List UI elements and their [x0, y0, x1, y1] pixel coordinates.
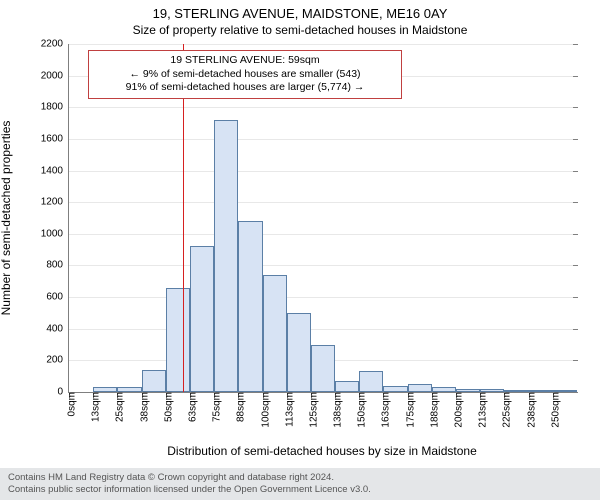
annotation-box: 19 STERLING AVENUE: 59sqm← 9% of semi-de…	[88, 50, 402, 99]
x-tick-label: 50sqm	[157, 392, 174, 422]
histogram-bar	[359, 371, 383, 392]
x-tick-label: 138sqm	[327, 392, 344, 428]
y-tick-mark	[573, 360, 578, 361]
y-axis-label: Number of semi-detached properties	[0, 121, 13, 316]
histogram-bar	[311, 345, 335, 392]
x-tick-label: 25sqm	[109, 392, 126, 422]
annotation-line: 19 STERLING AVENUE: 59sqm	[95, 54, 395, 68]
x-tick-label: 225sqm	[496, 392, 513, 428]
x-tick-label: 75sqm	[206, 392, 223, 422]
grid-line	[69, 107, 577, 108]
x-tick-label: 100sqm	[254, 392, 271, 428]
x-tick-label: 188sqm	[423, 392, 440, 428]
y-tick-label: 200	[46, 355, 69, 366]
x-tick-label: 113sqm	[278, 392, 295, 427]
y-tick-mark	[573, 265, 578, 266]
y-tick-label: 1000	[41, 228, 69, 239]
histogram-bar	[287, 313, 311, 392]
grid-line	[69, 265, 577, 266]
y-tick-mark	[573, 297, 578, 298]
chart-container: 19, STERLING AVENUE, MAIDSTONE, ME16 0AY…	[0, 0, 600, 500]
grid-line	[69, 202, 577, 203]
x-tick-label: 88sqm	[230, 392, 247, 422]
y-tick-label: 1400	[41, 165, 69, 176]
x-tick-label: 238sqm	[520, 392, 537, 428]
y-tick-mark	[573, 76, 578, 77]
histogram-bar	[142, 370, 166, 392]
y-tick-mark	[573, 139, 578, 140]
y-tick-label: 800	[46, 260, 69, 271]
y-tick-label: 600	[46, 292, 69, 303]
x-tick-label: 175sqm	[399, 392, 416, 428]
y-tick-mark	[573, 234, 578, 235]
y-tick-mark	[573, 202, 578, 203]
y-tick-mark	[573, 329, 578, 330]
chart-footer: Contains HM Land Registry data © Crown c…	[0, 468, 600, 500]
histogram-bar	[166, 288, 190, 392]
annotation-line: ← 9% of semi-detached houses are smaller…	[95, 68, 395, 82]
chart-subtitle: Size of property relative to semi-detach…	[0, 21, 600, 37]
x-tick-label: 0sqm	[61, 392, 78, 416]
grid-line	[69, 297, 577, 298]
y-tick-mark	[573, 107, 578, 108]
x-tick-label: 63sqm	[181, 392, 198, 422]
footer-line-2: Contains public sector information licen…	[8, 484, 592, 496]
y-tick-label: 1800	[41, 102, 69, 113]
y-tick-label: 400	[46, 323, 69, 334]
y-tick-label: 1200	[41, 197, 69, 208]
x-tick-label: 213sqm	[472, 392, 489, 428]
histogram-bar	[214, 120, 238, 392]
y-tick-mark	[573, 171, 578, 172]
x-tick-label: 150sqm	[351, 392, 368, 428]
x-tick-label: 250sqm	[544, 392, 561, 428]
histogram-bar	[190, 246, 214, 392]
histogram-bar	[335, 381, 359, 392]
grid-line	[69, 44, 577, 45]
histogram-bar	[263, 275, 287, 392]
x-axis-label: Distribution of semi-detached houses by …	[68, 444, 576, 458]
x-tick-label: 38sqm	[133, 392, 150, 422]
x-tick-label: 163sqm	[375, 392, 392, 428]
histogram-bar	[408, 384, 432, 392]
grid-line	[69, 329, 577, 330]
x-tick-label: 200sqm	[448, 392, 465, 428]
y-tick-label: 2000	[41, 70, 69, 81]
y-tick-label: 2200	[41, 39, 69, 50]
chart-title: 19, STERLING AVENUE, MAIDSTONE, ME16 0AY	[0, 0, 600, 21]
x-tick-label: 125sqm	[302, 392, 319, 428]
y-tick-mark	[573, 392, 578, 393]
x-tick-label: 13sqm	[85, 392, 102, 422]
histogram-bar	[238, 221, 262, 392]
y-tick-mark	[573, 44, 578, 45]
y-tick-label: 1600	[41, 133, 69, 144]
grid-line	[69, 234, 577, 235]
footer-line-1: Contains HM Land Registry data © Crown c…	[8, 472, 592, 484]
annotation-line: 91% of semi-detached houses are larger (…	[95, 81, 395, 95]
grid-line	[69, 171, 577, 172]
grid-line	[69, 139, 577, 140]
